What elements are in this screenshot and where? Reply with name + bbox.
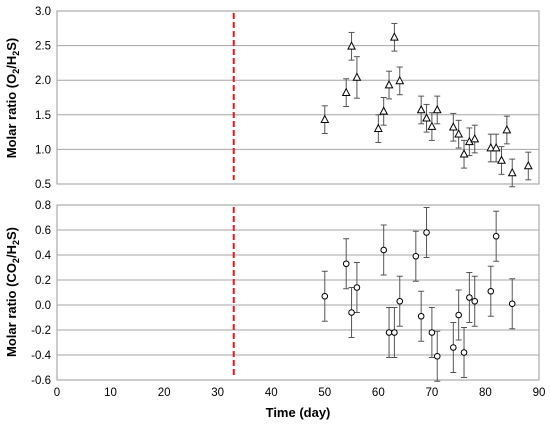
top-data-point <box>320 114 330 123</box>
bot-x-tick-label: 30 <box>211 387 224 399</box>
bot-x-tick-label: 70 <box>425 387 438 399</box>
top-data-point <box>491 142 501 152</box>
top-ylabel-end: S) <box>4 38 19 51</box>
top-gridlines <box>57 45 539 150</box>
bot-y-tick-label: -0.6 <box>31 375 51 387</box>
top-data-point <box>502 124 512 134</box>
bot-y-tick-label: 0.6 <box>35 225 51 237</box>
bottom-ylabel-sub1: 2 <box>11 258 21 263</box>
bot-data-point <box>348 309 355 316</box>
bot-data-point <box>423 229 430 236</box>
bot-x-tick-label: 50 <box>318 387 331 399</box>
top-ylabel-mid: /H <box>4 56 19 69</box>
top-data-point <box>432 104 442 114</box>
bottom-panel: -0.6 -0.4 -0.2 0.0 0.2 0.4 0.6 0.8 0 10 20 30 40 50 6… <box>4 200 545 420</box>
top-data-point <box>523 160 533 170</box>
top-y-axis-label: Molar ratio (O2/H2S) <box>4 38 21 159</box>
top-data-point <box>384 79 394 89</box>
top-y-tick-label: 3.0 <box>35 6 51 18</box>
bot-data-point <box>455 311 462 319</box>
bottom-points <box>321 229 516 360</box>
top-data-point <box>352 72 362 81</box>
top-data-point <box>379 106 389 115</box>
bot-data-point <box>471 297 479 305</box>
bottom-y-axis-label: Molar ratio (CO2/H2S) <box>4 227 21 357</box>
top-ylabel-sub2: 2 <box>11 51 21 56</box>
top-data-point <box>486 142 496 152</box>
top-data-point <box>347 41 356 50</box>
top-data-point <box>454 129 464 138</box>
top-data-point <box>427 121 437 130</box>
top-y-tick-label: 2.5 <box>35 41 51 53</box>
bot-data-point <box>353 284 361 291</box>
bot-data-point <box>412 252 420 260</box>
bot-y-tick-label: 0.2 <box>35 275 51 287</box>
top-data-point <box>459 149 469 158</box>
bot-x-tick-label: 60 <box>372 387 385 399</box>
top-data-point <box>373 123 383 132</box>
bot-x-tick-label: 10 <box>104 387 117 399</box>
bot-data-point <box>321 292 329 300</box>
bot-data-point <box>391 329 398 336</box>
top-data-point <box>470 133 480 143</box>
bot-data-point <box>466 294 473 301</box>
bot-x-tick-label: 20 <box>158 387 171 399</box>
bot-data-point <box>385 329 393 336</box>
bot-x-tick-label: 90 <box>533 387 546 399</box>
top-data-point <box>389 32 399 41</box>
top-data-point <box>448 122 458 131</box>
bottom-ylabel-sub2: 2 <box>11 240 21 245</box>
bot-data-point <box>396 297 404 305</box>
bot-data-point <box>433 352 441 360</box>
top-plot-area <box>56 10 540 185</box>
bot-data-point <box>460 349 468 356</box>
top-data-point <box>507 167 517 177</box>
top-panel: 0.51.01.52.02.53.0 Molar ratio (O2/H2S) <box>4 6 540 191</box>
bot-y-tick-label: -0.2 <box>31 325 51 337</box>
top-data-point <box>422 113 431 122</box>
top-y-tick-label: 1.0 <box>35 144 51 156</box>
bottom-x-tick-labels: 0 10 20 30 40 50 60 70 80 90 <box>54 387 546 399</box>
bot-data-point <box>428 329 436 336</box>
bottom-ylabel-end: S) <box>4 227 19 240</box>
bot-y-tick-label: 0.8 <box>35 200 51 212</box>
bottom-y-tick-labels: -0.6 -0.4 -0.2 0.0 0.2 0.4 0.6 0.8 <box>31 200 51 387</box>
top-data-point <box>497 155 506 164</box>
top-ylabel-sub1: 2 <box>11 69 21 74</box>
bot-x-tick-label: 80 <box>479 387 492 399</box>
bot-data-point <box>380 246 387 254</box>
top-y-tick-label: 0.5 <box>35 179 51 191</box>
bot-data-point <box>342 260 350 268</box>
bot-y-tick-label: -0.4 <box>31 350 51 362</box>
bottom-ylabel-main: Molar ratio (CO <box>4 263 19 357</box>
bot-data-point <box>492 232 500 240</box>
bot-y-tick-label: 0.4 <box>35 250 52 262</box>
x-axis-label: Time (day) <box>266 405 331 420</box>
top-data-point <box>416 104 426 114</box>
bot-data-point <box>487 287 495 295</box>
top-y-tick-label: 2.0 <box>35 75 51 87</box>
top-y-tick-labels: 0.5 1.0 1.5 2.0 2.5 3.0 <box>35 6 51 191</box>
bot-data-point <box>450 344 457 351</box>
top-points <box>320 32 533 177</box>
bot-data-point <box>508 300 516 308</box>
bot-x-tick-label: 40 <box>265 387 278 399</box>
top-data-point <box>395 75 405 85</box>
bottom-ylabel-mid: /H <box>4 245 19 258</box>
bot-x-tick-label: 0 <box>54 387 60 399</box>
top-y-tick-label: 1.5 <box>35 110 51 122</box>
bot-data-point <box>417 312 425 320</box>
top-ylabel-main: Molar ratio (O <box>4 74 19 159</box>
bot-y-tick-label: 0.0 <box>35 300 51 312</box>
top-data-point <box>341 87 351 96</box>
